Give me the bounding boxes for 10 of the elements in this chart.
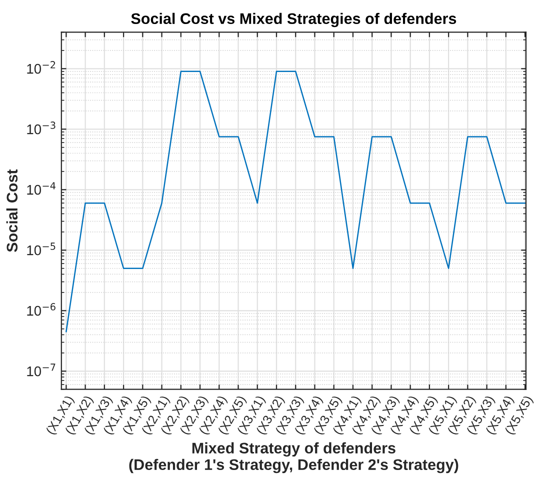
y-tick-label: 10$^{−6}$ (27, 303, 56, 316)
y-tick-label: 10$^{−2}$ (27, 61, 56, 74)
y-tick-label: 10$^{−7}$ (27, 364, 56, 376)
line-series (66, 70, 526, 332)
y-tick-label: 10$^{−4}$ (27, 182, 56, 195)
y-axis-title: Social Cost (6, 169, 18, 252)
y-tick-label: 10$^{−5}$ (27, 242, 56, 256)
x-axis-title: Mixed Strategy of defenders (Defender 1's Strategy, Defender 2's Strategy) (129, 442, 458, 474)
chart-title: Social Cost vs Mixed Strategies of defenders (131, 12, 456, 28)
y-tick-label: 10$^{−3}$ (27, 122, 56, 134)
